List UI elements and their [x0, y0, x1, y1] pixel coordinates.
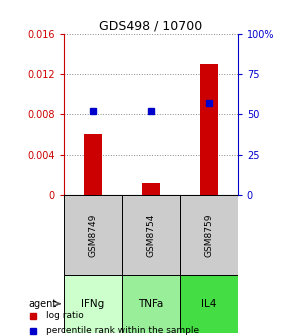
- Title: GDS498 / 10700: GDS498 / 10700: [99, 19, 202, 33]
- Bar: [84, 134, 102, 195]
- Text: GSM8759: GSM8759: [204, 213, 213, 257]
- Text: GSM8754: GSM8754: [146, 213, 155, 256]
- Bar: [122, 275, 180, 333]
- Bar: [200, 64, 218, 195]
- Bar: [64, 275, 122, 333]
- Bar: [122, 195, 180, 275]
- Text: TNFa: TNFa: [138, 299, 164, 309]
- Bar: [180, 195, 238, 275]
- Text: IL4: IL4: [201, 299, 217, 309]
- Bar: [64, 195, 122, 275]
- Text: log ratio: log ratio: [46, 311, 84, 320]
- Bar: [180, 275, 238, 333]
- Text: GSM8749: GSM8749: [88, 213, 97, 256]
- Text: agent: agent: [28, 299, 56, 309]
- Text: percentile rank within the sample: percentile rank within the sample: [46, 326, 199, 335]
- Bar: [142, 183, 160, 195]
- Text: IFNg: IFNg: [81, 299, 104, 309]
